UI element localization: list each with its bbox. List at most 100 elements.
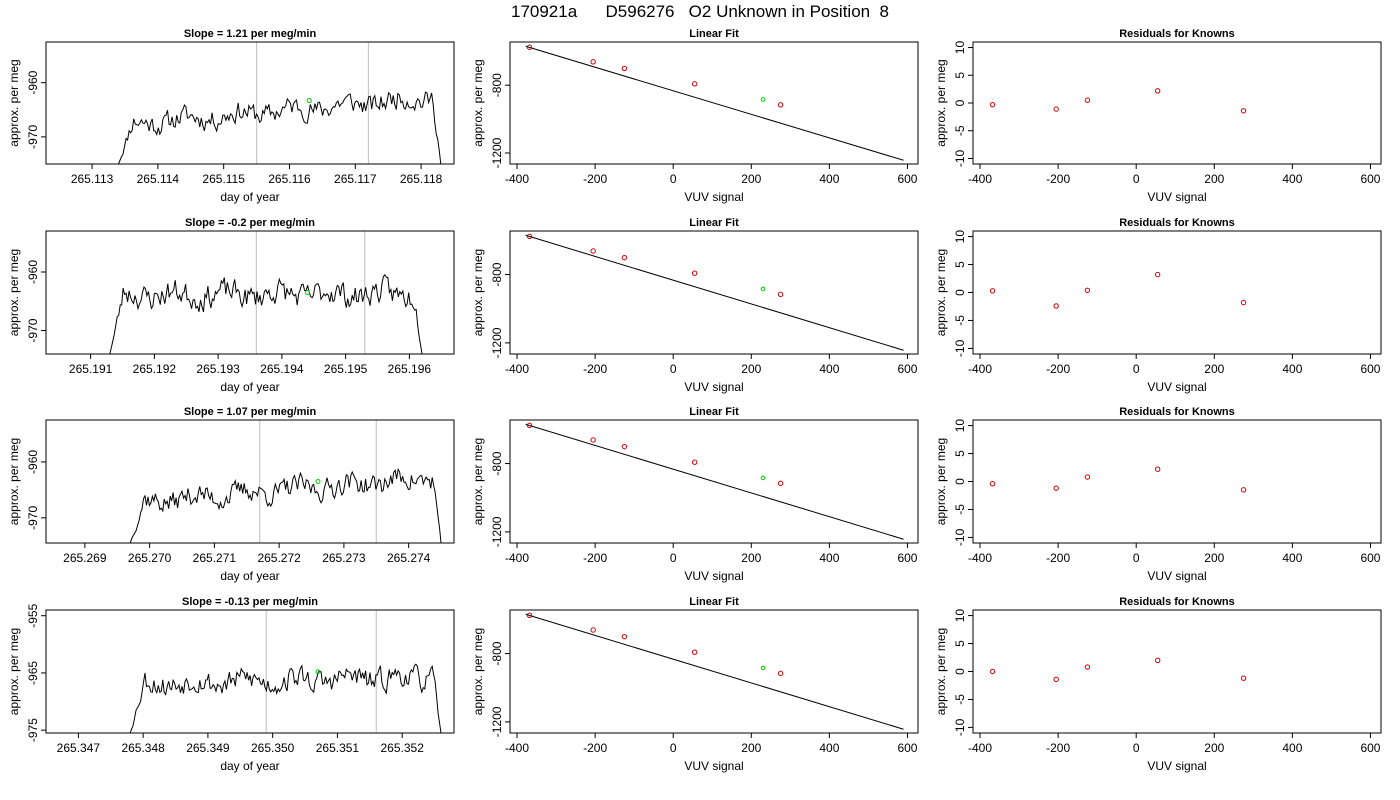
chart-panel-linear-fit-2: Linear Fit -400 -200 0 200 400 600 -800 -1200 VUV… [471,217,919,394]
known-standard-point [526,233,533,239]
y-axis-label: approx. per meg [934,438,948,525]
x-tick-label: 0 [1133,362,1140,376]
panel-title: Slope = 1.07 per meg/min [184,406,317,418]
unknown-mean-point [306,98,312,104]
x-tick-label: -400 [968,551,992,565]
y-tick-label: 10 [953,609,967,623]
known-standard-point [621,633,628,640]
plot-frame [972,41,1382,165]
x-tick-label: 265.117 [334,172,377,186]
plot-frame [45,41,455,165]
x-tick-label: -200 [1046,551,1070,565]
known-standard-point [691,649,698,655]
y-tick-label: 10 [953,230,967,244]
x-tick-label: 265.269 [63,551,107,565]
x-tick-label: 265.191 [69,362,113,376]
known-standard-point [621,254,628,261]
x-tick-label: 0 [1133,741,1140,755]
x-tick-label: -200 [1046,362,1070,376]
x-tick-label: -200 [1046,741,1070,755]
plot-frame [972,230,1382,355]
y-tick-label: -1200 [490,137,504,168]
residual-point [1240,675,1247,681]
x-axis-label: day of year [220,190,279,204]
x-tick-label: 400 [819,172,839,186]
x-tick-label: 600 [897,172,917,186]
chart-panel-linear-fit-1: Linear Fit -400 -200 0 200 400 600 -800 -1200 VUV… [471,28,919,204]
x-tick-label: -200 [583,741,607,755]
x-tick-label: 265.194 [260,362,304,376]
plot-area [525,233,904,351]
residual-point [1154,657,1161,664]
x-tick-label: 265.115 [202,172,245,186]
x-axis-label: day of year [220,569,279,583]
plot-frame [972,609,1382,734]
x-tick-label: 265.273 [322,551,366,565]
residual-point [989,288,996,294]
residual-point [1084,287,1091,293]
y-tick-label: -5 [953,694,967,705]
known-standard-point [621,65,628,72]
x-tick-label: 265.116 [268,172,311,186]
plot-area [525,612,904,730]
known-standard-point [526,44,533,50]
x-axis-label: day of year [220,380,279,394]
x-tick-label: 265.193 [196,362,240,376]
signal-trace [129,663,442,733]
residual-point [1240,108,1247,114]
x-tick-label: 200 [1204,741,1224,755]
panel-title: Residuals for Knowns [1119,217,1235,229]
chart-panel-residuals-2: Residuals for Knowns -400 -200 0 200 400 600 10… [934,217,1382,394]
signal-trace [129,467,442,543]
x-axis-label: VUV signal [1147,759,1206,773]
chart-panel-time-series-4: Slope = -0.13 per meg/min 265.347 265.348 2… [7,596,455,773]
y-tick-label: -1200 [490,706,504,737]
known-standard-point [691,270,698,276]
panel-title: Linear Fit [689,28,739,40]
x-tick-label: 400 [819,362,839,376]
panel-title: Slope = 1.21 per meg/min [184,28,317,40]
chart-panel-time-series-3: Slope = 1.07 per meg/min 265.269 265.270 26… [7,406,455,583]
x-tick-label: 0 [670,362,677,376]
plot-area [989,466,1247,493]
x-tick-label: 0 [670,551,677,565]
y-tick-label: 0 [953,668,967,675]
y-tick-label: -800 [490,262,504,286]
x-tick-label: 200 [741,551,761,565]
x-tick-label: 265.349 [186,741,230,755]
plot-area [117,42,442,164]
residual-point [1084,474,1091,480]
y-tick-label: -975 [26,718,40,742]
panel-title: Slope = -0.2 per meg/min [185,217,315,229]
x-tick-label: -400 [505,362,529,376]
x-tick-label: 265.113 [71,172,114,186]
plot-frame [509,419,919,544]
y-tick-label: -955 [26,603,40,627]
x-tick-label: 265.192 [133,362,177,376]
x-tick-label: 200 [741,741,761,755]
known-standard-point [590,59,596,65]
signal-trace [109,273,423,354]
plot-area [525,44,904,161]
y-tick-label: 5 [953,640,967,647]
x-axis-label: VUV signal [684,190,743,204]
plot-frame [509,609,919,734]
x-tick-label: 200 [1204,551,1224,565]
y-tick-label: -965 [26,661,40,685]
y-axis-label: approx. per meg [7,438,21,525]
x-tick-label: -400 [968,741,992,755]
residual-point [1084,664,1091,670]
plot-area [989,271,1247,309]
figure-title: 170921a D596276 O2 Unknown in Position 8 [510,2,890,21]
y-tick-label: -800 [490,73,504,97]
x-tick-label: 600 [1360,741,1380,755]
x-tick-label: 600 [1360,551,1380,565]
x-tick-label: 265.195 [324,362,368,376]
residual-point [1053,303,1059,309]
residual-point [1053,485,1059,491]
unknown-mean-point [315,479,321,484]
residual-point [989,668,996,675]
y-axis-label: approx. per meg [7,59,21,146]
x-tick-label: 600 [897,551,917,565]
